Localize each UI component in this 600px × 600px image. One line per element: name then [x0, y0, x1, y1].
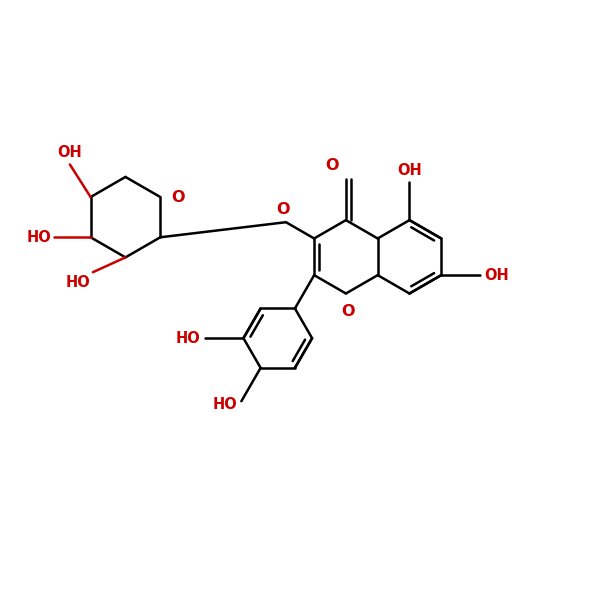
Text: OH: OH: [484, 268, 509, 283]
Text: O: O: [325, 158, 339, 173]
Text: O: O: [341, 304, 355, 319]
Text: HO: HO: [176, 331, 201, 346]
Text: OH: OH: [58, 145, 82, 160]
Text: OH: OH: [397, 163, 422, 178]
Text: O: O: [171, 190, 184, 205]
Text: HO: HO: [26, 230, 51, 245]
Text: HO: HO: [65, 275, 90, 290]
Text: O: O: [276, 202, 290, 217]
Text: HO: HO: [212, 397, 237, 412]
